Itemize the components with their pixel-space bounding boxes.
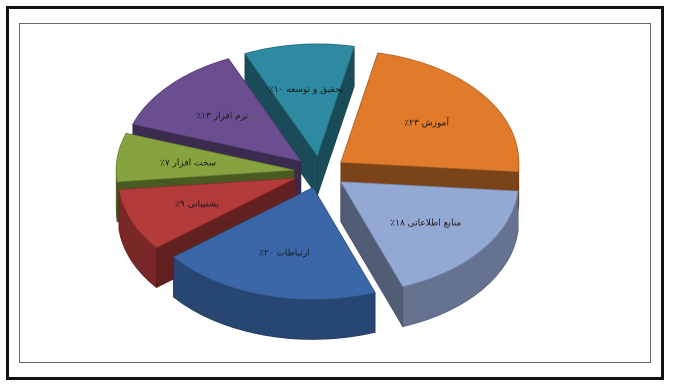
pie-slice-top: [340, 52, 520, 173]
pie-slice: منابع اطلاعاتی ۱۸٪: [339, 180, 519, 328]
pie-slice-label: آموزش ۲۳٪: [404, 116, 449, 128]
pie-slice-top: [172, 187, 376, 300]
pie-slice-top: [115, 132, 295, 183]
pie-slice-label: منابع اطلاعاتی ۱۸٪: [390, 218, 461, 228]
pie-chart: تحقیق و توسعه ۱۰٪ نرم افزار ۱۳٪ آموزش ۲۳٪ س…: [115, 43, 520, 340]
chart-frame: تحقیق و توسعه ۱۰٪ نرم افزار ۱۳٪ آموزش ۲۳٪ س…: [6, 6, 664, 380]
pie-slice-label: نرم افزار ۱۳٪: [196, 112, 248, 122]
pie-slice-label: ارتباطات ۲۰٪: [259, 248, 310, 258]
pie-slice-label: پشتیبانی ۹٪: [175, 199, 219, 209]
pie-slice-top: [118, 177, 297, 249]
pie-slice-top: [339, 181, 519, 288]
pie-slice-label: سخت افزار ۷٪: [160, 158, 216, 168]
pie-slice-label: تحقیق و توسعه ۱۰٪: [269, 85, 344, 95]
pie-slice: ارتباطات ۲۰٪: [172, 186, 376, 340]
pie-slice-top: [132, 58, 302, 162]
pie-slice-top: [244, 43, 355, 157]
chart-plot-area: تحقیق و توسعه ۱۰٪ نرم افزار ۱۳٪ آموزش ۲۳٪ س…: [19, 23, 651, 363]
